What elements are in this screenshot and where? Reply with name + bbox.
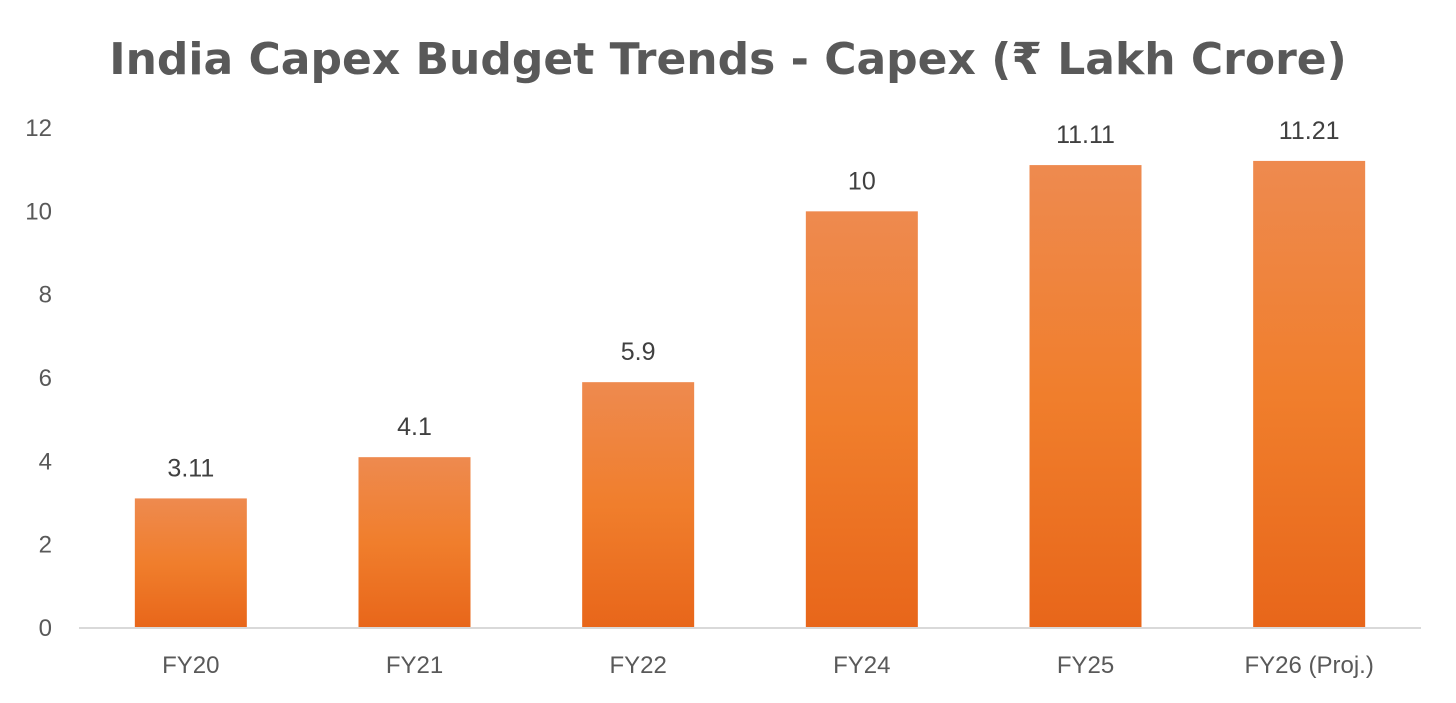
data-label: 11.11 (1056, 121, 1115, 149)
y-tick-label: 0 (39, 615, 52, 642)
category-label: FY21 (386, 652, 443, 679)
y-tick-label: 4 (39, 448, 52, 475)
category-labels-group: FY20 FY21 FY22 FY24 FY25 FY26 (Proj.) (162, 652, 1374, 679)
y-tick-label: 8 (39, 282, 52, 309)
bar-fy26-proj (1253, 160, 1366, 628)
y-tick-label: 2 (39, 532, 52, 559)
chart-title: India Capex Budget Trends - Capex (₹ Lak… (109, 34, 1347, 85)
data-labels-group: 3.11 4.1 5.9 10 11.11 11.21 (167, 117, 1340, 482)
bar-fy20 (134, 498, 247, 628)
y-tick-label: 10 (25, 198, 52, 225)
data-label: 4.1 (397, 413, 432, 441)
category-label: FY25 (1057, 652, 1114, 679)
y-tick-label: 6 (39, 365, 52, 392)
bars-group (134, 160, 1366, 629)
bar-fy24 (805, 211, 918, 629)
data-label: 3.11 (167, 454, 214, 482)
y-tick-label: 12 (25, 115, 52, 142)
category-label: FY22 (609, 652, 666, 679)
bar-fy25 (1029, 165, 1142, 629)
category-label: FY26 (Proj.) (1244, 652, 1373, 679)
data-label: 5.9 (621, 338, 656, 366)
bar-fy21 (358, 457, 471, 628)
category-label: FY24 (833, 652, 890, 679)
y-axis-ticks: 0 2 4 6 8 10 12 (25, 115, 52, 642)
data-label: 11.21 (1279, 117, 1340, 145)
data-label: 10 (848, 167, 876, 195)
category-label: FY20 (162, 652, 219, 679)
bar-fy22 (582, 382, 695, 628)
